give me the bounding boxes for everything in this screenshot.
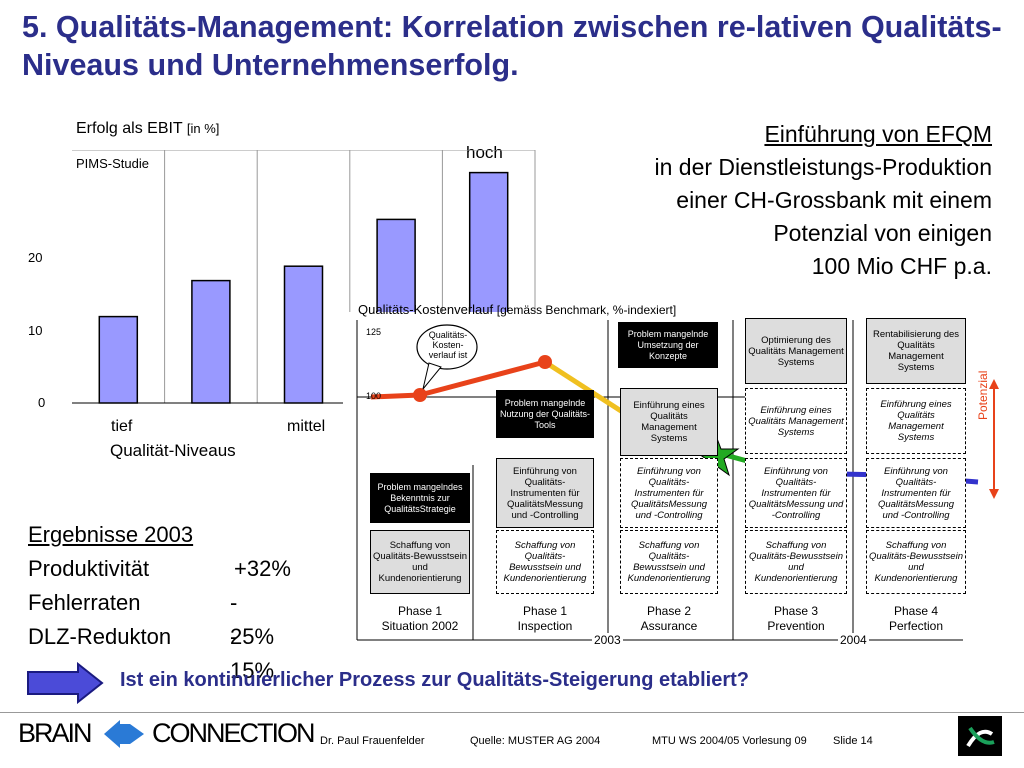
- cost-point-1: [413, 388, 427, 402]
- slide-title: 5. Qualitäts-Management: Korrelation zwi…: [22, 10, 1002, 82]
- result-value: +32%: [234, 556, 291, 581]
- cost-tick-125: 125: [366, 327, 382, 337]
- callout-tail: [422, 362, 442, 390]
- result-value: - 15%: [230, 624, 275, 683]
- callout-text: Qualitäts-Kosten-verlauf ist: [428, 330, 468, 360]
- y-tick-0: 0: [38, 395, 46, 410]
- cost-chart-label: Qualitäts-Kostenverlauf [gemäss Benchmar…: [358, 302, 676, 317]
- efqm-text: Einführung von EFQM in der Dienstleistun…: [654, 118, 992, 283]
- ems-box-phase4: Einführung eines Qualitäts Management Sy…: [866, 388, 966, 454]
- result-label: Produktivität: [28, 556, 150, 581]
- instr-box-phase2: Einführung von Qualitäts-Instrumenten fü…: [620, 458, 718, 528]
- brand-brain: BRAIN: [18, 718, 93, 748]
- x-tick-tief: tief: [111, 418, 133, 435]
- phase-name: Phase 2: [646, 604, 692, 618]
- cost-label-text: Qualitäts-Kostenverlauf: [358, 302, 494, 317]
- schaffung-box-situation: Schaffung von Qualitäts-Bewusstsein und …: [370, 530, 470, 594]
- footer-divider: [0, 712, 1024, 713]
- right-arrow-icon: [27, 662, 104, 704]
- bar-1: [98, 315, 139, 404]
- phase-sub: Situation 2002: [381, 619, 459, 633]
- y-tick-10: 10: [28, 323, 43, 338]
- phase-label-prevention: Phase 3 Prevention: [745, 604, 847, 634]
- schaffung-box-phase1: Schaffung von Qualitäts-Bewusstsein und …: [496, 530, 594, 594]
- source-label: PIMS-Studie: [76, 156, 149, 171]
- bar-2: [191, 279, 231, 404]
- footer-slide: Slide 14: [833, 735, 873, 747]
- results-heading: Ergebnisse 2003: [28, 522, 194, 547]
- optimierung-box: Optimierung des Qualitäts Management Sys…: [745, 318, 847, 384]
- potenzial-arrow-down: [989, 489, 999, 499]
- bar-top-label: hoch: [466, 143, 503, 162]
- phase-sub: Assurance: [640, 619, 698, 633]
- callout-bubble: [416, 324, 478, 370]
- y-tick-20: 20: [28, 250, 43, 265]
- phase-label-inspection: Phase 1 Inspection: [496, 604, 594, 634]
- schaffung-box-phase4: Schaffung von Qualitäts-Bewusstsein und …: [866, 530, 966, 594]
- efqm-line-5: 100 Mio CHF p.a.: [811, 253, 992, 279]
- efqm-line-2: in der Dienstleistungs-Produktion: [654, 154, 992, 180]
- phase-sub: Prevention: [767, 619, 825, 633]
- schaffung-box-phase3: Schaffung von Qualitäts-Bewusstsein und …: [745, 530, 847, 594]
- cost-label-suffix: [gemäss Benchmark, %-indexiert]: [496, 303, 677, 317]
- results-row-1: Produktivität +32%: [28, 552, 291, 586]
- result-label: Fehlerraten: [28, 590, 141, 615]
- logo-icon: [958, 716, 1002, 756]
- ylabel-text: Erfolg als EBIT: [76, 120, 183, 137]
- bar-series: [98, 171, 509, 404]
- phase-label-perfection: Phase 4 Perfection: [866, 604, 966, 634]
- results-row-3: DLZ-Redukton - 15%: [28, 620, 274, 683]
- phase-name: Phase 4: [893, 604, 939, 618]
- ylabel-unit: [in %]: [186, 121, 220, 136]
- bar-3: [283, 265, 324, 404]
- cost-line-red-2: [419, 359, 546, 398]
- results-row-2: Fehlerraten - 25%: [28, 586, 274, 649]
- instr-box-phase3: Einführung von Qualitäts-Instrumenten fü…: [745, 458, 847, 528]
- bar-chart: [72, 150, 536, 404]
- efqm-line-3: einer CH-Grossbank mit einem: [676, 187, 992, 213]
- footer-course: MTU WS 2004/05 Vorlesung 09: [652, 735, 807, 747]
- footer-author: Dr. Paul Frauenfelder: [320, 735, 425, 747]
- instr-box-phase1: Einführung von Qualitäts-Instrumenten fü…: [496, 458, 594, 528]
- x-tick-mittel: mittel: [287, 418, 326, 435]
- ems-box-phase2: Einführung eines Qualitäts Management Sy…: [620, 388, 718, 456]
- footer-source: Quelle: MUSTER AG 2004: [470, 735, 601, 747]
- rentabilisierung-box: Rentabilisierung des Qualitäts Managemen…: [866, 318, 966, 384]
- phase-sub: Perfection: [888, 619, 944, 633]
- ems-box-phase3: Einführung eines Qualitäts Management Sy…: [745, 388, 847, 454]
- phase-name: Phase 3: [773, 604, 819, 618]
- bar-chart-ylabel: Erfolg als EBIT [in %]: [76, 120, 219, 138]
- brand-connection: CONNECTION: [152, 718, 315, 748]
- cost-tick-100: 100: [366, 391, 382, 401]
- year-2003: 2003: [592, 633, 623, 647]
- phase-name: Phase 1: [397, 604, 443, 618]
- instr-box-phase4: Einführung von Qualitäts-Instrumenten fü…: [866, 458, 966, 528]
- problem-box-3: Problem mangelnde Umsetzung der Konzepte: [618, 322, 718, 368]
- result-value: - 25%: [230, 590, 275, 649]
- bar-chart-xlabel: Qualität-Niveaus: [110, 441, 236, 460]
- question-text: Ist ein kontinuierlicher Prozess zur Qua…: [120, 669, 750, 691]
- year-2004: 2004: [838, 633, 869, 647]
- cost-point-2: [538, 355, 552, 369]
- efqm-line-1: Einführung von EFQM: [764, 121, 992, 147]
- phase-label-situation: Phase 1 Situation 2002: [370, 604, 470, 634]
- potenzial-label: Potenzial: [976, 370, 990, 420]
- schaffung-box-phase2: Schaffung von Qualitäts-Bewusstsein und …: [620, 530, 718, 594]
- problem-box-2: Problem mangelnde Nutzung der Qualitäts-…: [496, 390, 594, 438]
- problem-box-1: Problem mangelndes Bekenntnis zur Qualit…: [370, 473, 470, 523]
- result-label: DLZ-Redukton: [28, 624, 172, 649]
- phase-label-assurance: Phase 2 Assurance: [620, 604, 718, 634]
- phase-sub: Inspection: [517, 619, 573, 633]
- brand-connector-icon: [104, 720, 144, 748]
- phase-name: Phase 1: [522, 604, 568, 618]
- cost-line-red-1: [370, 392, 421, 400]
- efqm-line-4: Potenzial von einigen: [773, 220, 992, 246]
- potenzial-arrow-up: [989, 379, 999, 389]
